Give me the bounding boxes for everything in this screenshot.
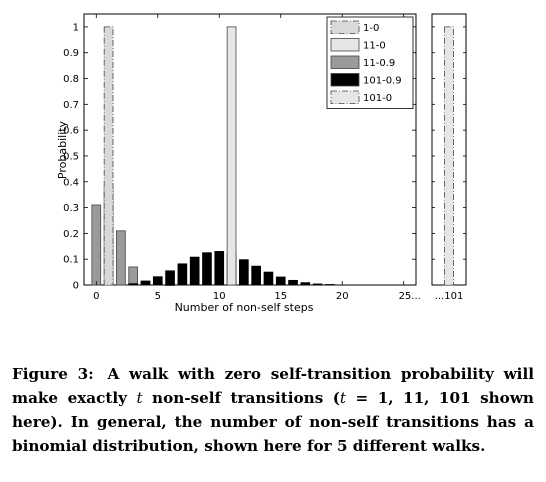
bar-1-0-1	[103, 26, 114, 286]
legend: 1-0 11-0 11-0.9 101-0.9 101-0	[326, 16, 414, 109]
inset-x-tick-label: ...101	[435, 291, 464, 302]
y-tick-label: 0.2	[63, 229, 79, 240]
bar-101-0.9-13	[251, 265, 261, 286]
x-axis-label: Number of non-self steps	[175, 301, 314, 314]
y-tick-label: 0.5	[63, 151, 79, 162]
inset-plot-area: ...101	[431, 13, 467, 302]
y-tick-label: 0.1	[63, 255, 79, 266]
bar-101-0.9-19	[325, 284, 335, 286]
bar-101-0.9-18	[312, 283, 323, 286]
y-tick-label: 0.9	[63, 48, 79, 59]
x-tick-label: 25...	[399, 291, 421, 302]
legend-label-1-0: 1-0	[363, 23, 379, 34]
caption-equals: =	[355, 389, 369, 407]
y-tick-label: 0.8	[63, 74, 79, 85]
legend-label-11-0.9: 11-0.9	[363, 58, 395, 69]
figure-caption: Figure 3: A walk with zero self-transiti…	[12, 362, 534, 458]
y-tick-label: 1	[73, 22, 79, 33]
bar-101-0.9-4	[140, 280, 151, 286]
caption-var-t2: t	[339, 389, 347, 407]
bar-101-0.9-17	[300, 282, 311, 286]
y-tick-label: 0.3	[63, 203, 79, 214]
bar-101-0.9-12	[239, 259, 249, 286]
x-tick-label: 10	[213, 291, 226, 302]
bar-101-0	[444, 26, 454, 286]
legend-swatch-101-0.9	[330, 73, 360, 87]
bar-11-0.9-2	[116, 230, 126, 286]
legend-swatch-1-0	[330, 20, 360, 34]
caption-text-3: shown here). In general, the number of n…	[12, 389, 534, 455]
bar-101-0.9-8	[189, 256, 200, 286]
legend-label-11-0: 11-0	[363, 41, 386, 52]
bar-101-0.9-9	[202, 252, 212, 286]
y-tick-label: 0.6	[63, 126, 79, 137]
y-tick-label: 0	[73, 281, 79, 292]
y-axis-label: Probability	[56, 120, 69, 179]
legend-swatch-11-0	[330, 38, 360, 52]
bar-101-0.9-14	[263, 271, 274, 286]
caption-values: 1, 11, 101	[377, 389, 471, 407]
caption-var-t: t	[136, 389, 143, 407]
caption-label: Figure 3:	[12, 365, 94, 383]
probability-chart: 00.10.20.30.40.50.60.70.80.910 5 10 15 20 25.…	[56, 13, 467, 314]
bar-11-0.9-3	[128, 266, 139, 286]
bar-11-0.9-0	[91, 204, 102, 286]
legend-swatch-101-0	[330, 90, 360, 104]
x-tick-label: 0	[93, 291, 99, 302]
bar-101-0.9-3	[128, 283, 139, 286]
bar-101-0.9-7	[177, 263, 188, 286]
bar-11-0-11	[226, 26, 237, 286]
legend-swatch-11-0.9	[330, 55, 360, 69]
bar-101-0.9-16	[288, 279, 298, 286]
y-tick-label: 0.4	[63, 177, 79, 188]
legend-label-101-0: 101-0	[363, 93, 392, 104]
caption-text-1: A walk with zero self-transition probabi…	[12, 365, 534, 407]
legend-label-101-0.9: 101-0.9	[363, 76, 402, 87]
x-tick-label: 20	[336, 291, 349, 302]
bar-101-0.9-10	[214, 251, 225, 286]
caption-text-2: non-self transitions (	[152, 389, 340, 407]
y-tick-label: 0.7	[63, 100, 79, 111]
x-tick-label: 15	[274, 291, 287, 302]
x-tick-label: 5	[155, 291, 161, 302]
bar-101-0.9-6	[165, 270, 175, 286]
